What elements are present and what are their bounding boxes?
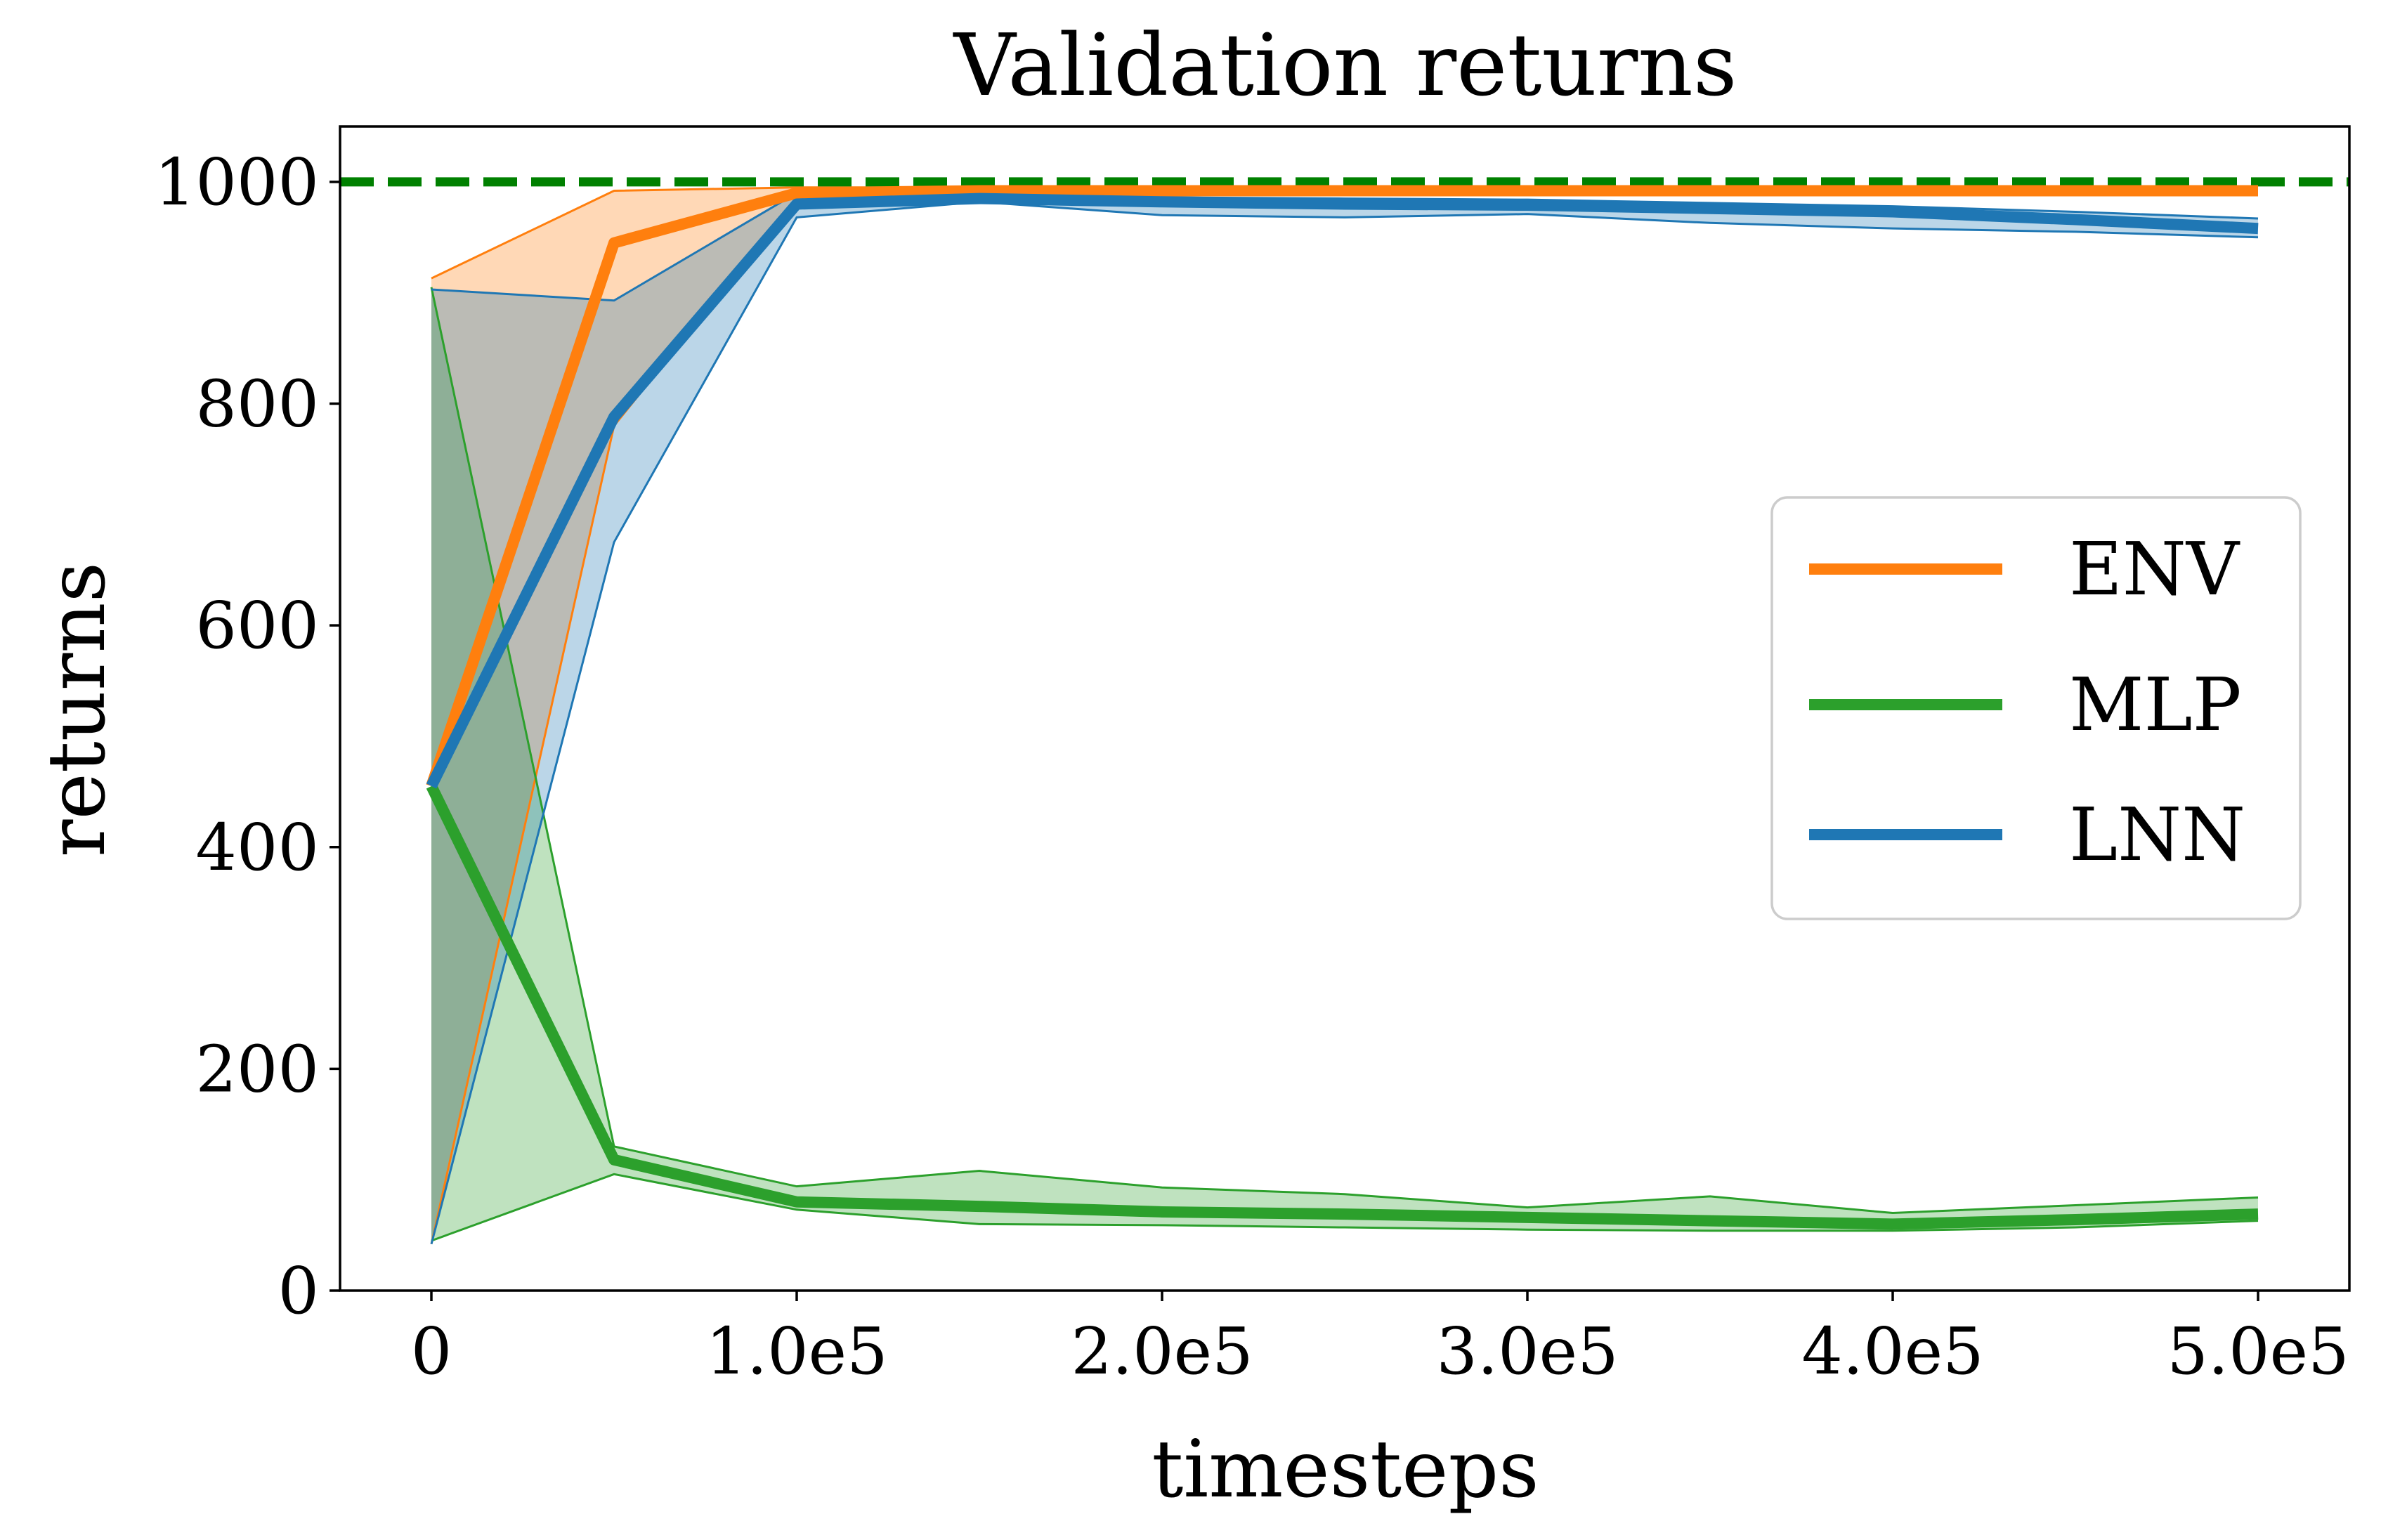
band-lower-lnn xyxy=(430,200,2259,1245)
y-tick-label: 200 xyxy=(195,1031,319,1107)
x-tick-label: 3.0e5 xyxy=(1436,1314,1618,1389)
y-tick-label: 600 xyxy=(195,588,319,663)
y-tick-label: 0 xyxy=(278,1253,319,1329)
y-axis-label: returns xyxy=(32,562,123,857)
legend-entries: ENV MLP LNN xyxy=(1809,526,2245,877)
line-mlp xyxy=(426,783,2259,1230)
plot-area-frame xyxy=(339,125,2351,1292)
legend: ENV MLP LNN xyxy=(1770,496,2302,920)
band-upper-mlp xyxy=(430,287,2259,1215)
x-axis: 0 1.0e5 2.0e5 3.0e5 4.0e5 5.0e5 xyxy=(411,1291,2349,1389)
y-tick-label: 800 xyxy=(195,367,319,442)
confidence-bands xyxy=(431,187,2258,1244)
legend-frame xyxy=(1770,496,2302,920)
x-tick-label: 4.0e5 xyxy=(1801,1314,1983,1389)
y-tick-label: 1000 xyxy=(155,145,319,220)
band-lower-mlp xyxy=(431,1173,2259,1242)
x-tick-label: 0 xyxy=(411,1314,452,1389)
x-tick-label: 5.0e5 xyxy=(2167,1314,2349,1389)
x-tick-label: 1.0e5 xyxy=(705,1314,887,1389)
series-lines xyxy=(426,185,2259,1230)
line-env xyxy=(426,185,2258,788)
x-axis-label: timesteps xyxy=(1152,1424,1539,1515)
x-tick-label: 2.0e5 xyxy=(1071,1314,1253,1389)
legend-label-lnn: LNN xyxy=(2069,792,2245,877)
legend-label-env: ENV xyxy=(2069,526,2240,612)
band-env xyxy=(431,187,2258,1244)
y-tick-label: 400 xyxy=(195,810,319,885)
line-lnn xyxy=(426,192,2259,789)
chart-title: Validation returns xyxy=(953,15,1737,115)
legend-label-mlp: MLP xyxy=(2069,662,2242,748)
y-axis: 0 200 400 600 800 1000 xyxy=(155,145,340,1329)
